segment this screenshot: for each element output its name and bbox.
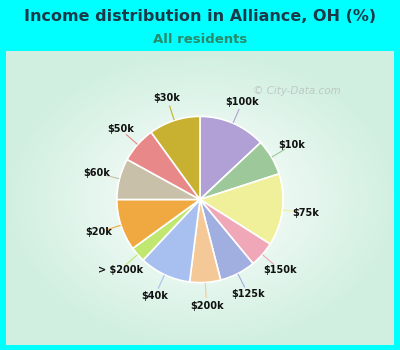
Wedge shape — [117, 160, 200, 199]
Text: $20k: $20k — [85, 228, 112, 237]
Text: $200k: $200k — [190, 301, 224, 311]
Text: © City-Data.com: © City-Data.com — [253, 86, 341, 96]
Text: $100k: $100k — [226, 97, 259, 107]
Text: $40k: $40k — [141, 291, 168, 301]
Wedge shape — [200, 142, 279, 199]
Wedge shape — [200, 199, 253, 280]
Text: $125k: $125k — [232, 289, 265, 299]
Text: $30k: $30k — [154, 93, 180, 103]
Text: > $200k: > $200k — [98, 265, 143, 275]
Wedge shape — [200, 116, 260, 200]
Wedge shape — [200, 174, 283, 244]
Wedge shape — [190, 199, 221, 283]
Wedge shape — [133, 199, 200, 260]
Text: Income distribution in Alliance, OH (%): Income distribution in Alliance, OH (%) — [24, 9, 376, 24]
Text: $60k: $60k — [84, 168, 110, 178]
Text: $150k: $150k — [263, 265, 297, 275]
Wedge shape — [127, 132, 200, 200]
Text: $10k: $10k — [278, 140, 305, 150]
Wedge shape — [151, 116, 200, 200]
Wedge shape — [200, 199, 270, 264]
Text: $50k: $50k — [107, 124, 134, 134]
Text: $75k: $75k — [292, 208, 319, 218]
Wedge shape — [143, 199, 200, 282]
Wedge shape — [117, 199, 200, 248]
Text: All residents: All residents — [153, 33, 247, 46]
